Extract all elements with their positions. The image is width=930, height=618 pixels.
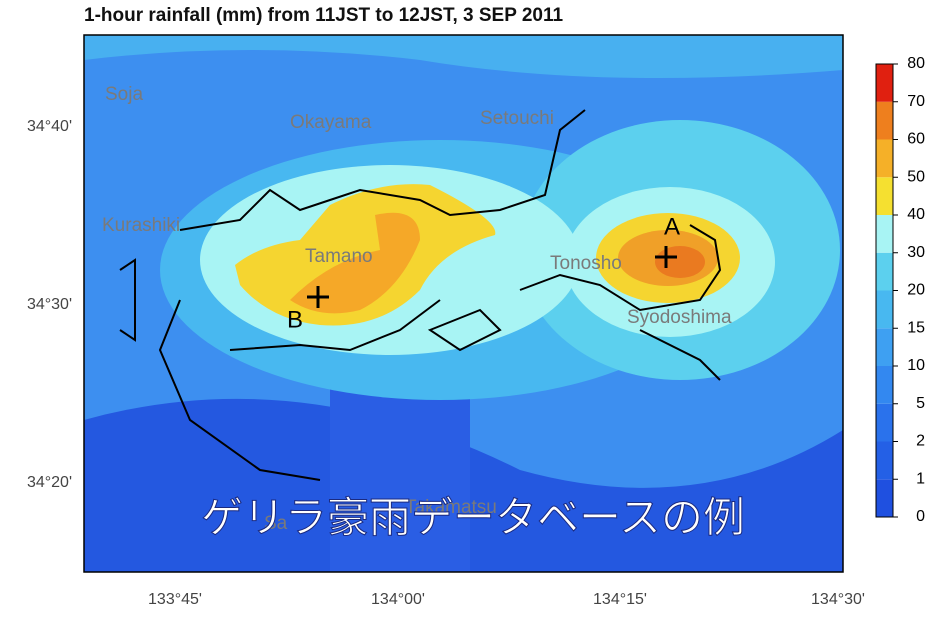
colorbar-label: 20 xyxy=(907,282,925,299)
place-label: Sa xyxy=(264,513,288,534)
map-frame xyxy=(83,34,844,573)
place-label: Takamatsu xyxy=(405,497,497,518)
marker-label: A xyxy=(664,213,680,240)
colorbar-label: 2 xyxy=(916,433,925,450)
colorbar-band xyxy=(876,101,893,140)
colorbar-band xyxy=(876,403,893,442)
place-label: Tamano xyxy=(305,246,373,267)
colorbar-band xyxy=(876,64,893,102)
latitude-label: 34°30' xyxy=(27,296,72,313)
place-label: Syodoshima xyxy=(627,307,732,328)
colorbar-band xyxy=(876,441,893,480)
colorbar: 0 1 2 5 10 15 20 30 40 50 60 70 80 xyxy=(875,55,925,525)
place-label: Tonosho xyxy=(550,253,622,274)
colorbar-label: 50 xyxy=(907,168,925,185)
colorbar-label: 80 xyxy=(907,55,925,72)
caption: ゲリラ豪雨データベースの例 xyxy=(201,494,745,541)
colorbar-band xyxy=(876,177,893,215)
colorbar-label: 70 xyxy=(907,93,925,110)
colorbar-band xyxy=(876,215,893,253)
colorbar-label: 0 xyxy=(916,508,925,525)
place-label: Setouchi xyxy=(480,108,554,129)
longitude-label: 134°30' xyxy=(811,591,865,608)
latitude-label: 34°40' xyxy=(27,118,72,135)
colorbar-label: 30 xyxy=(907,244,925,261)
colorbar-band xyxy=(876,366,893,404)
place-label: Kurashiki xyxy=(102,215,180,236)
colorbar-label: 40 xyxy=(907,206,925,223)
colorbar-band xyxy=(876,252,893,291)
longitude-label: 133°45' xyxy=(148,591,202,608)
colorbar-band xyxy=(876,290,893,329)
rainfall-field xyxy=(84,35,843,572)
place-labels: Soja Okayama Setouchi Kurashiki Tamano T… xyxy=(102,84,732,534)
colorbar-label: 5 xyxy=(916,395,925,412)
colorbar-band xyxy=(876,479,893,517)
colorbar-label: 10 xyxy=(907,357,925,374)
longitude-label: 134°00' xyxy=(371,591,425,608)
colorbar-label: 15 xyxy=(907,319,925,336)
colorbar-band xyxy=(876,139,893,178)
latitude-label: 34°20' xyxy=(27,474,72,491)
title: 1-hour rainfall (mm) from 11JST to 12JST… xyxy=(84,5,563,26)
colorbar-label: 1 xyxy=(916,470,925,487)
longitude-label: 134°15' xyxy=(593,591,647,608)
marker-label: B xyxy=(287,306,303,333)
colorbar-label: 60 xyxy=(907,131,925,148)
place-label: Soja xyxy=(105,84,143,105)
markers xyxy=(307,246,677,308)
place-label: Okayama xyxy=(290,112,372,133)
colorbar-band xyxy=(876,328,893,366)
